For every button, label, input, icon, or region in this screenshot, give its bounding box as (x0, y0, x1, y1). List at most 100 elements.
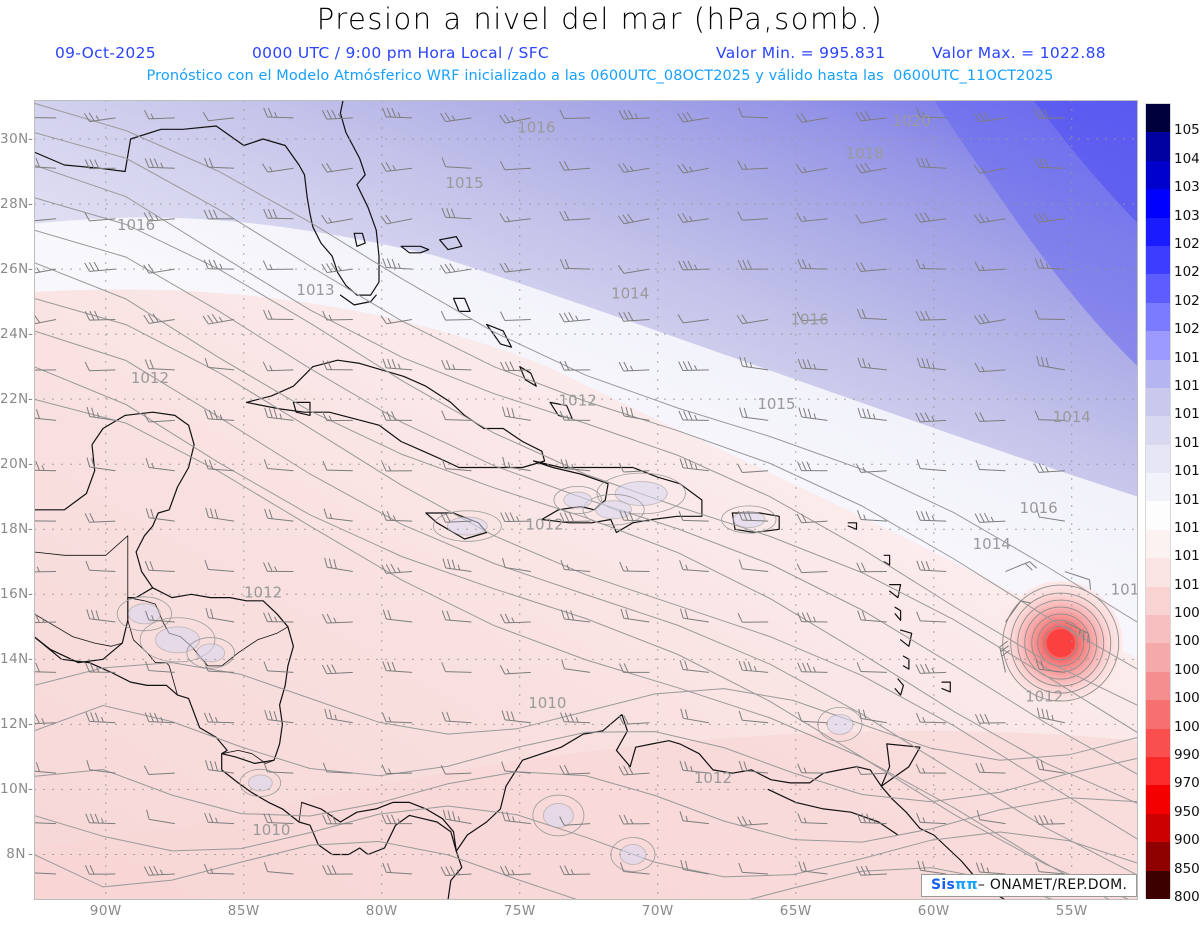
contour-label: 1015 (445, 174, 483, 192)
forecast-time: 0000 UTC / 9:00 pm Hora Local / SFC (252, 44, 550, 62)
colorbar-label-1006: 1006 (1174, 633, 1200, 650)
colorbar-swatch-950 (1146, 785, 1170, 814)
colorbar-swatch-1050 (1146, 104, 1170, 133)
lon-tick-80W: 80W (365, 903, 398, 919)
header-model-line: Pronóstico con el Modelo Atmósferico WRF… (0, 68, 1200, 84)
colorbar-label-1022: 1022 (1174, 292, 1200, 309)
contour-label: 1012 (131, 369, 169, 387)
contour-label: 1013 (1111, 580, 1138, 598)
contour-label: 1012 (694, 769, 732, 787)
colorbar-label-1014: 1014 (1174, 491, 1200, 508)
contour-label: 1012 (559, 392, 597, 410)
colorbar-label-970: 970 (1174, 775, 1200, 792)
colorbar-label-1002: 1002 (1174, 690, 1200, 707)
colorbar-swatch-1035 (1146, 160, 1170, 190)
colorbar-swatch-1040 (1146, 132, 1170, 161)
colorbar-label-800: 800 (1174, 889, 1200, 905)
lat-tick-30N: 30N - (0, 131, 34, 148)
lon-tick-85W: 85W (227, 903, 260, 919)
contour-label: 1014 (611, 284, 649, 302)
lon-tick-90W: 90W (89, 903, 122, 919)
contour-label: 1010 (528, 694, 566, 712)
colorbar-label-1017: 1017 (1174, 406, 1200, 423)
colorbar-label-1004: 1004 (1174, 661, 1200, 678)
colorbar[interactable] (1145, 103, 1171, 899)
colorbar-label-950: 950 (1174, 803, 1200, 820)
model-description: Pronóstico con el Modelo Atmósferico WRF… (146, 68, 1054, 84)
colorbar-label-1010: 1010 (1174, 576, 1200, 593)
colorbar-labels: 1050 1040 1035 1030 1028 1025 1022 1020 1019 1018… (1174, 103, 1200, 905)
value-max: Valor Max. = 1022.88 (932, 44, 1106, 62)
contour-label: 1010 (252, 821, 290, 839)
colorbar-label-1020: 1020 (1174, 321, 1200, 338)
lat-tick-22N: 22N - (0, 391, 34, 408)
lon-tick-65W: 65W (779, 903, 812, 919)
contour-label: 1012 (244, 584, 282, 602)
colorbar-label-1019: 1019 (1174, 349, 1200, 366)
attribution-agency: – ONAMET/REP.DOM. (977, 877, 1128, 893)
contour-label: 1016 (1020, 499, 1058, 517)
contour-label: 1012 (1025, 688, 1063, 706)
lat-tick-10N: 10N - (0, 781, 34, 798)
colorbar-swatch-1018 (1146, 359, 1170, 388)
contour-label: 1015 (757, 395, 795, 413)
colorbar-swatch-850 (1146, 842, 1170, 871)
colorbar-swatch-1030 (1146, 189, 1170, 218)
colorbar-label-900: 900 (1174, 832, 1200, 849)
contour-label: 1014 (1053, 408, 1091, 426)
contour-label: 1012 (526, 515, 564, 533)
colorbar-label-1012: 1012 (1174, 548, 1200, 565)
lat-tick-18N: 18N - (0, 521, 34, 538)
map-plot-area[interactable]: 1016 1016 1020 1015 1018 1013 1014 1016 1012 1015… (34, 100, 1138, 900)
brand-pi-icon: ππ (955, 877, 978, 893)
colorbar-swatch-990 (1146, 728, 1170, 757)
lat-tick-8N: 8N - (6, 846, 34, 863)
colorbar-swatch-1016 (1146, 416, 1170, 445)
lat-tick-12N: 12N - (0, 716, 34, 733)
colorbar-label-1030: 1030 (1174, 207, 1200, 224)
colorbar-label-1008: 1008 (1174, 605, 1200, 622)
colorbar-label-1015: 1015 (1174, 463, 1200, 480)
colorbar-swatch-1020 (1146, 302, 1170, 332)
lat-tick-26N: 26N - (0, 261, 34, 278)
colorbar-swatch-1017 (1146, 387, 1170, 417)
contour-label: 1016 (117, 216, 155, 234)
colorbar-label-1028: 1028 (1174, 235, 1200, 252)
colorbar-label-1035: 1035 (1174, 179, 1200, 196)
colorbar-swatch-1002 (1146, 671, 1170, 701)
colorbar-swatch-1004 (1146, 643, 1170, 672)
colorbar-swatch-1008 (1146, 586, 1170, 616)
colorbar-swatch-1014 (1146, 473, 1170, 502)
attribution-badge: Sisππ– ONAMET/REP.DOM. (921, 874, 1138, 897)
contour-label: 1018 (846, 145, 884, 163)
contour-label: 1013 (296, 281, 334, 299)
lon-tick-55W: 55W (1055, 903, 1088, 919)
page-title: Presion a nivel del mar (hPa,somb.) (316, 2, 884, 36)
brand-sis: Sis (931, 877, 956, 893)
colorbar-swatch-800 (1146, 870, 1170, 899)
sea-level-pressure-map: 1016 1016 1020 1015 1018 1013 1014 1016 1012 1015… (34, 100, 1138, 900)
colorbar-label-1025: 1025 (1174, 264, 1200, 281)
colorbar-swatch-1019 (1146, 331, 1170, 360)
colorbar-label-1018: 1018 (1174, 377, 1200, 394)
colorbar-label-1040: 1040 (1174, 150, 1200, 167)
lat-tick-28N: 28N - (0, 196, 34, 213)
colorbar-label-990: 990 (1174, 747, 1200, 764)
colorbar-label-1000: 1000 (1174, 718, 1200, 735)
colorbar-swatch-900 (1146, 813, 1170, 843)
contour-label: 1016 (517, 119, 555, 137)
colorbar-label-1050: 1050 (1174, 122, 1200, 139)
value-min: Valor Min. = 995.831 (716, 44, 886, 62)
lon-tick-70W: 70W (641, 903, 674, 919)
colorbar-swatch-1010 (1146, 558, 1170, 587)
colorbar-swatch-1022 (1146, 274, 1170, 303)
colorbar-label-1016: 1016 (1174, 434, 1200, 451)
forecast-date: 09-Oct-2025 (55, 44, 156, 62)
lon-tick-75W: 75W (503, 903, 536, 919)
contour-label: 1014 (973, 535, 1011, 553)
contour-label: 1020 (893, 112, 931, 130)
colorbar-label-1013: 1013 (1174, 519, 1200, 536)
colorbar-swatch-1012 (1146, 529, 1170, 559)
colorbar-swatch-1006 (1146, 615, 1170, 644)
colorbar-swatch-1028 (1146, 217, 1170, 246)
